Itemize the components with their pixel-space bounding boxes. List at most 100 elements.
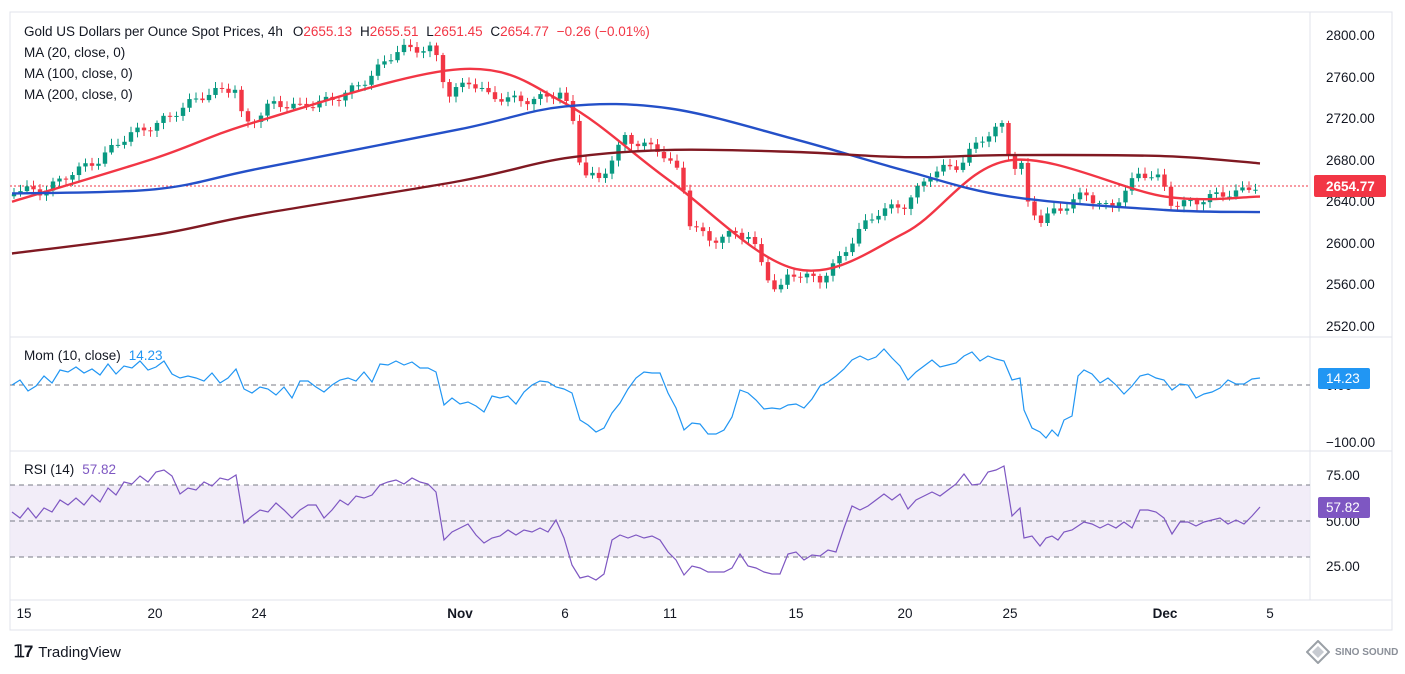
date-tick: 6	[561, 606, 569, 621]
candle-body	[993, 126, 998, 137]
price-axis: 2800.00 2760.00 2720.00 2680.00 2640.00 …	[1326, 28, 1375, 574]
candle-body	[200, 98, 205, 101]
candle-body	[941, 164, 946, 172]
candle-body	[167, 115, 173, 117]
candle-body	[1051, 208, 1057, 214]
candle-body	[1123, 190, 1128, 203]
watermark: SINO SOUND	[1306, 640, 1398, 664]
candle-body	[902, 207, 907, 209]
candle-body	[694, 226, 699, 228]
candle-body	[492, 92, 498, 100]
ma20-legend[interactable]: MA (20, close, 0)	[24, 45, 126, 60]
candle-body	[505, 97, 511, 102]
candle-body	[174, 115, 179, 117]
candle-body	[1240, 187, 1245, 191]
mom-value-badge-text: 14.23	[1326, 371, 1360, 386]
ohlc-open: 2655.13	[303, 24, 353, 39]
ohlc-high: 2655.51	[369, 24, 419, 39]
candle-body	[733, 230, 738, 233]
candle-body	[1012, 155, 1018, 169]
ma200-legend[interactable]: MA (200, close, 0)	[24, 87, 133, 102]
candle-body	[141, 127, 147, 131]
candle-body	[24, 186, 30, 192]
candle-body	[226, 88, 231, 93]
candle-body	[278, 101, 283, 108]
candle-body	[401, 44, 407, 53]
candle-body	[83, 163, 88, 167]
candle-body	[1181, 200, 1187, 207]
candle-body	[947, 164, 953, 167]
date-tick: 15	[788, 606, 803, 621]
candle-body	[1175, 205, 1180, 207]
candle-body	[50, 181, 56, 191]
candle-body	[154, 122, 160, 131]
price-tick: 2640.00	[1326, 194, 1375, 209]
price-tick: 2680.00	[1326, 153, 1375, 168]
candle-body	[1149, 177, 1154, 179]
candle-body	[1142, 173, 1148, 178]
candle-body	[1084, 192, 1089, 196]
candle-body	[778, 284, 784, 290]
last-price-badge	[1314, 175, 1386, 197]
ohlc-low: 2651.45	[433, 24, 483, 39]
candle-body	[232, 89, 238, 93]
candle-body	[785, 274, 790, 285]
rsi-value-badge-text: 57.82	[1326, 500, 1360, 515]
candle-body	[336, 99, 342, 101]
candle-body	[453, 87, 459, 97]
candle-body	[375, 64, 381, 76]
mom-legend-value: 14.23	[128, 348, 163, 363]
ma100-line	[11, 102, 1261, 214]
candle-body	[921, 181, 927, 186]
mom-value-badge	[1318, 368, 1370, 389]
candle-body	[700, 227, 706, 232]
candle-body	[1045, 213, 1050, 223]
candle-body	[1110, 203, 1115, 207]
candle-body	[1025, 162, 1031, 202]
candle-body	[388, 60, 394, 62]
ma200-line	[11, 148, 1261, 255]
rsi-legend[interactable]: RSI (14) 57.82	[24, 460, 120, 480]
candle-body	[856, 228, 862, 244]
candle-body	[1032, 201, 1037, 216]
candle-body	[1038, 215, 1044, 223]
candle-body	[772, 280, 777, 290]
candle-body	[440, 55, 446, 83]
candle-body	[245, 111, 251, 122]
candle-body	[720, 236, 725, 243]
ma20-line	[11, 67, 1261, 272]
candle-body	[674, 160, 680, 168]
candle-body	[577, 120, 582, 163]
ohlc-close: 2654.77	[500, 24, 549, 39]
candle-body	[89, 163, 95, 166]
mom-label: Mom (10, close)	[24, 348, 121, 363]
tradingview-brand[interactable]: 𝟙7 TradingView	[14, 642, 121, 662]
candle-body	[837, 255, 842, 264]
candle-body	[265, 103, 270, 116]
candle-body	[447, 82, 452, 97]
momentum-line	[11, 348, 1261, 439]
candle-body	[486, 87, 491, 93]
candle-body	[830, 263, 836, 276]
candle-body	[1077, 192, 1083, 200]
candle-body	[479, 87, 485, 89]
candle-body	[349, 85, 355, 93]
chart-frame	[9, 11, 1393, 631]
candle-body	[668, 158, 673, 161]
mom-legend[interactable]: Mom (10, close) 14.23	[24, 346, 167, 366]
candle-body	[1006, 123, 1011, 156]
candle-body	[135, 127, 140, 133]
candle-body	[882, 208, 888, 216]
ma100-legend[interactable]: MA (100, close, 0)	[24, 66, 133, 81]
candle-body	[713, 240, 719, 243]
candle-body	[180, 107, 186, 116]
candle-body	[687, 190, 693, 227]
candle-body	[869, 219, 875, 221]
candle-body	[655, 144, 660, 152]
candle-body	[414, 47, 420, 53]
symbol-title[interactable]: Gold US Dollars per Ounce Spot Prices, 4…	[24, 24, 283, 39]
candle-body	[583, 162, 589, 176]
mom-tick: −100.00	[1326, 435, 1375, 450]
candle-body	[122, 141, 127, 145]
